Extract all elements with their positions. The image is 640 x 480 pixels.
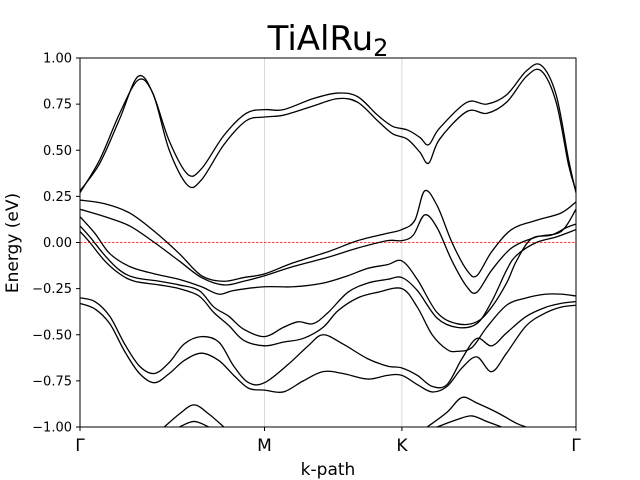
kpoint-label: M bbox=[257, 436, 272, 456]
band-line-5 bbox=[80, 216, 576, 326]
band-line-1 bbox=[80, 63, 576, 194]
y-tick-label: 0.00 bbox=[43, 236, 72, 251]
band-line-3 bbox=[80, 189, 576, 282]
band-line-8 bbox=[80, 297, 576, 389]
band-line-2 bbox=[80, 68, 576, 192]
band-line-7 bbox=[80, 230, 576, 353]
y-tick-label: −0.25 bbox=[32, 282, 72, 297]
band-line-11 bbox=[178, 420, 210, 427]
y-tick-label: 1.00 bbox=[43, 52, 72, 67]
y-tick-label: −0.50 bbox=[32, 328, 72, 343]
y-tick-label: 0.50 bbox=[43, 144, 72, 159]
band-line-12 bbox=[426, 396, 527, 427]
band-line-10 bbox=[163, 404, 225, 427]
y-axis-label: Energy (eV) bbox=[3, 193, 23, 293]
band-line-4 bbox=[80, 208, 576, 294]
chart-title: TiAlRu2 bbox=[267, 19, 389, 62]
y-tick-label: −1.00 bbox=[32, 421, 72, 436]
kpoint-label: Γ bbox=[571, 436, 581, 456]
chart-title-main: TiAlRu bbox=[267, 19, 374, 59]
band-line-6 bbox=[80, 225, 576, 338]
y-tick-label: 0.25 bbox=[43, 190, 72, 205]
y-tick-label: 0.75 bbox=[43, 98, 72, 113]
kpoint-label: Γ bbox=[75, 436, 85, 456]
chart-title-subscript: 2 bbox=[373, 34, 388, 62]
y-tick-label: −0.75 bbox=[32, 374, 72, 389]
band-line-9 bbox=[80, 302, 576, 394]
band-series bbox=[80, 63, 576, 427]
kpoint-label: K bbox=[396, 436, 408, 456]
band-line-13 bbox=[436, 415, 502, 427]
y-ticks: 1.00 0.75 0.50 0.25 0.00 −0.25 −0.50 −0.75 −1.00 bbox=[32, 52, 80, 436]
x-axis-label: k-path bbox=[301, 460, 356, 480]
